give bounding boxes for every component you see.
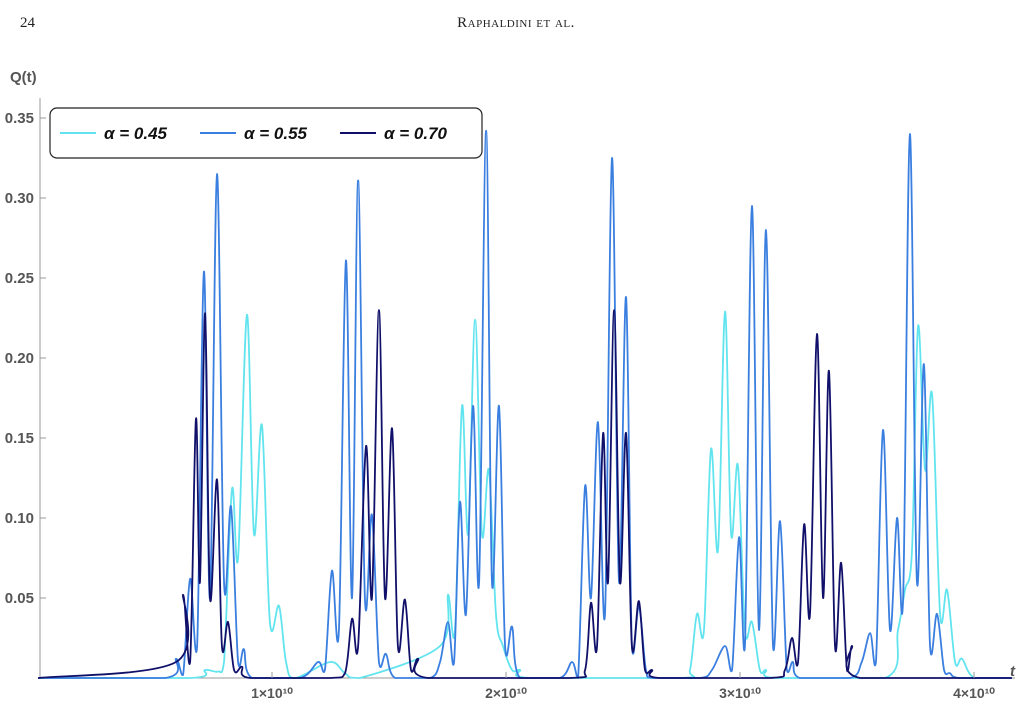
series-line [38, 310, 1012, 679]
legend-box [49, 107, 483, 159]
running-title: Raphaldini et al. [457, 15, 575, 31]
plot-area [37, 129, 1012, 679]
x-tick-label: 4×10¹⁰ [953, 685, 995, 701]
legend-label: α = 0.45 [104, 124, 168, 143]
series-line [37, 309, 1012, 679]
y-tick-label: 0.25 [5, 270, 34, 287]
y-tick-label: 0.20 [5, 350, 34, 367]
x-axis-label: t [1010, 663, 1016, 680]
y-tick-label: 0.10 [5, 510, 34, 527]
y-tick-label: 0.30 [5, 190, 34, 207]
legend-label: α = 0.55 [244, 124, 308, 143]
y-tick-label: 0.35 [5, 110, 34, 127]
legend: α = 0.45 α = 0.55 α = 0.70 [60, 124, 448, 143]
x-tick-label: 2×10¹⁰ [485, 685, 527, 701]
y-axis-label: Q(t) [10, 69, 37, 86]
page-number: 24 [20, 15, 36, 31]
y-tick-label: 0.15 [5, 430, 34, 447]
legend-label: α = 0.70 [384, 124, 448, 143]
y-tick-label: 0.05 [5, 590, 34, 607]
x-tick-label: 3×10¹⁰ [719, 685, 761, 701]
x-tick-label: 1×10¹⁰ [251, 685, 293, 701]
